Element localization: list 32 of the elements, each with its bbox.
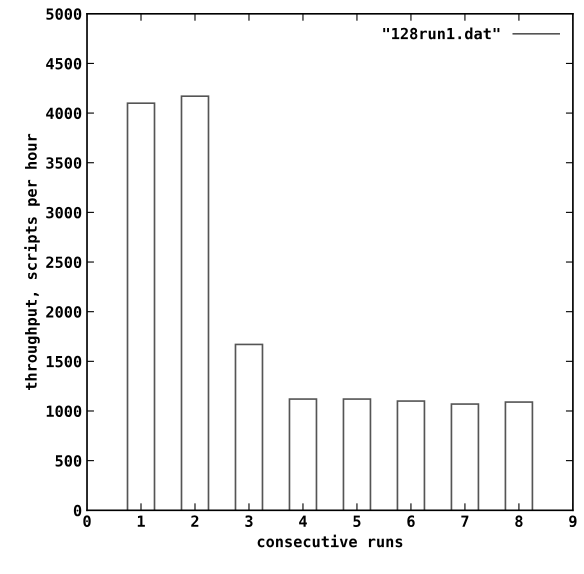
x-tick-label: 4 — [299, 516, 307, 527]
bar — [450, 403, 480, 510]
y-tick-label: 2500 — [46, 256, 82, 268]
legend-label: "128run1.dat" — [383, 28, 500, 40]
bar — [180, 95, 210, 510]
y-tick-label: 3000 — [46, 206, 82, 218]
bar — [288, 398, 318, 510]
y-axis-title: throughput, scripts per hour — [24, 134, 40, 390]
y-tick-label: 500 — [56, 455, 82, 467]
bar — [396, 400, 426, 510]
x-tick-label: 3 — [245, 515, 253, 527]
y-tick-label: 5000 — [46, 8, 82, 20]
x-tick-label: 6 — [407, 515, 415, 527]
x-tick-label: 7 — [461, 516, 468, 527]
bar — [342, 398, 372, 510]
x-tick-label: 8 — [515, 515, 523, 527]
y-tick-label: 3500 — [46, 157, 82, 169]
x-tick-label: 2 — [191, 515, 198, 527]
bar — [504, 401, 534, 510]
y-tick-label: 0 — [74, 504, 82, 516]
x-axis-title: consecutive runs — [258, 534, 402, 548]
y-tick-label: 1000 — [46, 405, 82, 418]
bar — [234, 344, 264, 510]
y-tick-label: 4000 — [46, 108, 82, 120]
y-tick-label: 4500 — [46, 58, 82, 70]
bar — [126, 102, 156, 510]
x-tick-label: 5 — [353, 516, 361, 527]
x-tick-label: 9 — [569, 516, 577, 528]
x-tick-label: 0 — [83, 515, 91, 527]
y-tick-label: 1500 — [46, 356, 82, 368]
y-tick-label: 2000 — [46, 306, 82, 318]
x-tick-label: 1 — [138, 516, 145, 527]
